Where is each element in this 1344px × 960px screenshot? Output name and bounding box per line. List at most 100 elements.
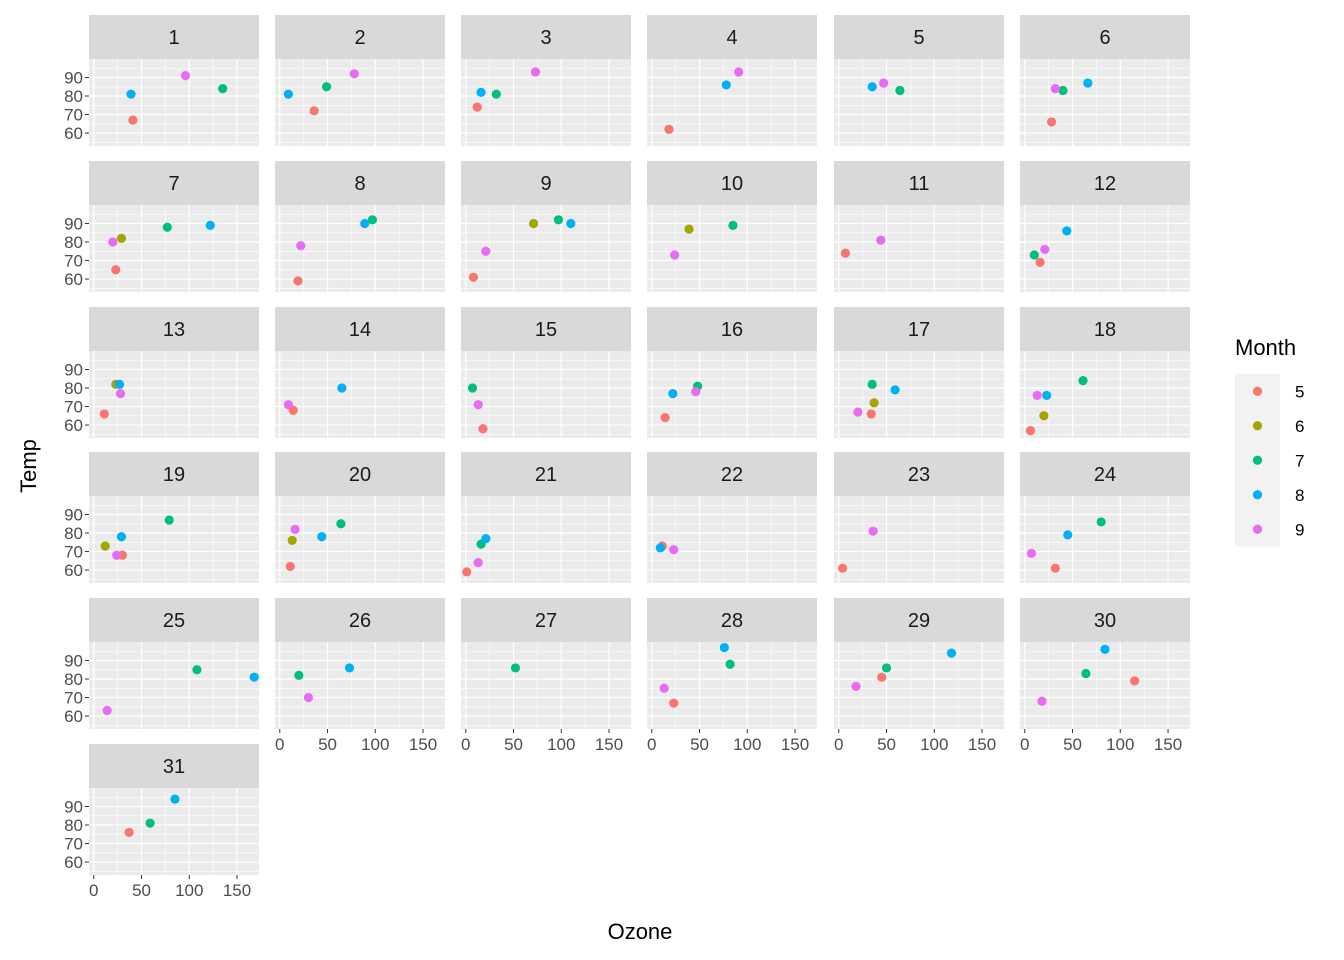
facet-strip: [647, 452, 817, 496]
facet-strip: [1020, 15, 1190, 59]
facet-panel: 30 0 50 100 150: [1020, 598, 1190, 754]
grid: [89, 205, 259, 292]
y-tick-label: 90: [64, 361, 83, 380]
facet-label: 7: [168, 173, 179, 195]
y-tick-label: 70: [64, 689, 83, 708]
data-point: [337, 383, 347, 393]
facet-strip: [461, 307, 631, 351]
y-tick-label: 90: [64, 652, 83, 671]
data-point: [164, 515, 174, 525]
data-point: [114, 379, 125, 389]
y-tick-label: 60: [64, 853, 83, 872]
data-point: [491, 89, 501, 99]
facet-panel: 28 0 50 100 150: [647, 598, 817, 754]
data-point: [867, 379, 877, 389]
plot-background: [275, 59, 445, 146]
facet-panel: 18: [1020, 307, 1190, 438]
legend-label: 9: [1295, 520, 1304, 539]
x-tick-label: 0: [834, 735, 843, 754]
data-point: [1046, 117, 1057, 127]
facet-label: 17: [908, 319, 930, 341]
plot-background: [89, 205, 259, 292]
y-tick-label: 80: [64, 816, 83, 835]
data-point: [510, 663, 521, 673]
x-tick-label: 0: [275, 735, 284, 754]
y-tick-label: 80: [64, 524, 83, 543]
data-point: [876, 235, 886, 245]
facet-label: 12: [1094, 173, 1116, 195]
grid: [275, 642, 445, 729]
plot-background: [834, 351, 1004, 438]
grid: [89, 788, 259, 875]
facet-label: 10: [721, 173, 743, 195]
data-point: [473, 400, 483, 410]
facet-strip: [647, 15, 817, 59]
data-point: [1025, 425, 1036, 436]
plot-background: [275, 496, 445, 583]
data-point: [1039, 411, 1049, 421]
grid: [834, 496, 1004, 583]
data-point: [476, 87, 486, 97]
data-point: [111, 265, 121, 275]
grid: [647, 205, 817, 292]
x-tick-label: 100: [1106, 735, 1134, 754]
plot-background: [1020, 496, 1190, 583]
data-point: [670, 250, 680, 260]
data-point: [472, 102, 482, 112]
data-point: [719, 642, 729, 653]
facet-panel: 12: [1020, 161, 1190, 292]
grid: [1020, 205, 1190, 292]
data-point: [1130, 676, 1140, 686]
facet-strip: [89, 744, 259, 788]
facet-label: 26: [349, 610, 371, 632]
facet-label: 1: [168, 27, 179, 49]
y-tick-label: 60: [64, 270, 83, 289]
facet-label: 19: [163, 464, 185, 486]
data-point: [840, 248, 851, 258]
x-tick-label: 150: [968, 735, 996, 754]
y-tick-label: 60: [64, 707, 83, 726]
grid: [275, 59, 445, 146]
x-tick-label: 0: [1020, 735, 1029, 754]
data-point: [321, 82, 332, 92]
facet-label: 5: [913, 27, 924, 49]
facet-panel: 4: [647, 15, 817, 146]
plot-background: [834, 205, 1004, 292]
x-tick-label: 150: [223, 881, 251, 900]
x-tick-label: 50: [877, 735, 896, 754]
plot-background: [89, 496, 259, 583]
plot-background: [1020, 59, 1190, 146]
facet-strip: [275, 452, 445, 496]
facet-strip: [461, 598, 631, 642]
data-point: [1032, 390, 1042, 401]
data-point: [283, 400, 293, 410]
y-tick-label: 70: [64, 543, 83, 562]
facet-strip: [275, 598, 445, 642]
grid: [461, 351, 631, 438]
y-tick-label: 70: [64, 835, 83, 854]
facet-panel: 8: [275, 161, 445, 292]
data-point: [218, 84, 228, 94]
data-point: [473, 558, 483, 568]
data-point: [553, 215, 564, 225]
data-point: [249, 672, 259, 682]
plot-background: [89, 642, 259, 729]
data-point: [367, 215, 378, 225]
facet-label: 21: [535, 464, 557, 486]
facet-panel: 14: [275, 307, 445, 438]
facet-label: 25: [163, 610, 185, 632]
y-tick-label: 60: [64, 416, 83, 435]
grid: [275, 496, 445, 583]
y-axis-title: Temp: [16, 439, 41, 493]
facet-label: 23: [908, 464, 930, 486]
facet-strip: [1020, 161, 1190, 205]
data-point: [124, 827, 134, 838]
data-point: [170, 794, 180, 804]
x-tick-label: 50: [132, 881, 151, 900]
data-point: [309, 106, 319, 116]
